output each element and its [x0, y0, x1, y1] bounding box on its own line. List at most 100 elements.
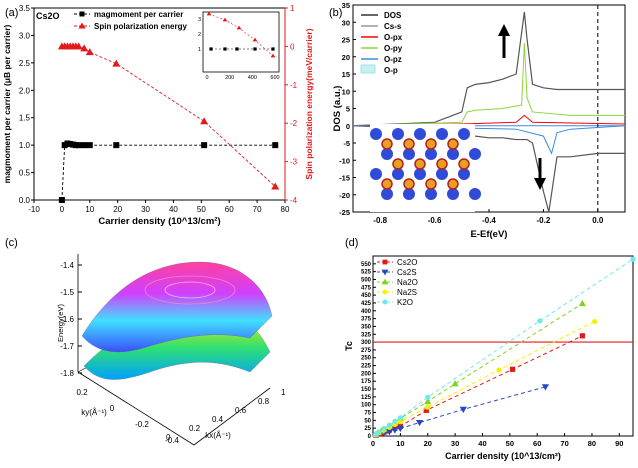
- legend-label-d: Na2O: [397, 278, 418, 287]
- cs-atom: [458, 168, 470, 180]
- cs-atom: [447, 148, 459, 160]
- panel-d-ytick-label: 400: [361, 309, 372, 315]
- panel-c-xtick-label: 0.8: [258, 397, 270, 406]
- panel-d-point: [385, 429, 394, 436]
- panel-b-xtick-label: 0.0: [592, 216, 604, 225]
- panel-d-xtick-label: 90: [615, 439, 623, 448]
- panel-d-point: [424, 397, 432, 405]
- panel-a-ytick-right-label: -3: [290, 158, 298, 167]
- panel-b-ytick-label: -10: [339, 156, 350, 165]
- panel-d-ytick-label: 150: [361, 387, 372, 393]
- panel-a-xtick-label: 50: [197, 205, 206, 214]
- panel-b-xlabel: E-Ef(eV): [471, 229, 508, 240]
- panel-c-ztick-label: -1.7: [60, 342, 74, 351]
- panel-a-inset-xtick-label: 200: [225, 75, 234, 81]
- o-atom: [447, 138, 459, 150]
- legend-label-d: K2O: [397, 298, 413, 307]
- o-atom: [403, 178, 415, 190]
- o-atom: [425, 138, 437, 150]
- panel-b-ytick-label: 25: [342, 36, 350, 45]
- cs-atom: [425, 148, 437, 160]
- panel-d-point: [451, 380, 459, 387]
- panel-a-inset-point: [209, 47, 213, 51]
- panel-d-point: [397, 415, 403, 421]
- panel-d-point: [592, 318, 598, 325]
- legend-label-d: Cs2O: [397, 258, 417, 267]
- panel-a-point: [272, 142, 279, 149]
- o-atom: [436, 158, 448, 170]
- panel-a-inset-point-red: [270, 53, 276, 58]
- panel-a-point: [201, 142, 208, 149]
- panel-c-xtick-label: 0.4: [212, 415, 224, 424]
- panel-label-a: (a): [5, 7, 18, 19]
- cs-atom: [469, 188, 481, 200]
- panel-d-xtick-label: 80: [588, 439, 596, 448]
- o-atom: [414, 158, 426, 170]
- panel-a-ytick-right-label: 1: [290, 4, 295, 13]
- panel-d-point: [578, 299, 586, 307]
- panel-d-point: [459, 406, 467, 413]
- panel-c-ytick-label: -0.2: [135, 420, 149, 429]
- panel-b-ytick-label: 10: [342, 87, 350, 96]
- panel-c-ztick-label: -1.4: [60, 261, 74, 270]
- panel-a-series-line: [61, 143, 276, 201]
- panel-d-ytick-label: 200: [361, 371, 372, 377]
- panel-a-point: [86, 142, 93, 149]
- panel-a-ylabel-right: Spin polarization energy(meV/carrier): [304, 28, 314, 179]
- panel-d-ytick-label: 100: [361, 403, 372, 409]
- cs-atom: [414, 128, 426, 140]
- cs-atom: [392, 168, 404, 180]
- panel-a-ytick-right-label: -2: [290, 119, 298, 128]
- panel-a-ytick-label: 0.0: [19, 196, 31, 205]
- panel-a-inset-ytick-label: 3: [198, 17, 201, 23]
- cs-atom: [436, 128, 448, 140]
- panel-d-ytick-label: 525: [361, 270, 372, 276]
- panel-c-ytick-label: 0: [110, 404, 115, 413]
- panel-d-ytick-label: 375: [361, 317, 372, 323]
- panel-d-point: [415, 419, 424, 427]
- panel-b-xtick-label: -0.2: [537, 216, 551, 225]
- legend-label-d: Na2S: [397, 288, 417, 297]
- panel-a-inset-xtick-label: 0: [205, 75, 208, 81]
- panel-d-ytick-label: 175: [361, 379, 372, 385]
- cs-atom: [392, 128, 404, 140]
- panel-a-inset-ytick-label: 2: [198, 32, 201, 38]
- cs-atom: [403, 148, 415, 160]
- panel-a-inset-point-red: [236, 25, 242, 30]
- cs-atom: [447, 188, 459, 200]
- cs-atom: [425, 188, 437, 200]
- panel-d-ytick-label: 75: [364, 411, 371, 417]
- panel-d-point: [423, 407, 429, 413]
- panel-a-ytick-right-label: 0: [290, 42, 295, 51]
- panel-d-ytick-label: 550: [361, 262, 372, 268]
- panel-label-c: (c): [5, 237, 18, 249]
- panel-c-ytick-label: -0.4: [165, 436, 179, 445]
- panel-a-xtick-label: 10: [85, 205, 94, 214]
- legend-marker-d: [381, 278, 389, 285]
- cs-atom: [370, 128, 382, 140]
- panel-d-ytick-label: 425: [361, 301, 372, 307]
- panel-d-point: [392, 418, 398, 424]
- panel-d-ytick-label: 125: [361, 395, 372, 401]
- legend-label-b: O-py: [384, 44, 403, 53]
- panel-d-xtick-label: 10: [396, 439, 404, 448]
- panel-b-ytick-label: 30: [342, 18, 350, 27]
- panel-a-ytick-label: 2.5: [19, 59, 31, 68]
- panel-d-xtick-label: 0: [371, 439, 375, 448]
- up-arrow-head: [498, 24, 510, 36]
- panel-c-zlabel: Energy(eV): [56, 304, 65, 342]
- panel-b-ytick-label: 20: [342, 53, 350, 62]
- cs-atom: [403, 188, 415, 200]
- cs-atom: [381, 148, 393, 160]
- o-atom: [403, 138, 415, 150]
- panel-b-ytick-label: -15: [339, 174, 350, 183]
- panel-a-ytick-label: 1.0: [19, 141, 31, 150]
- panel-c-ylabel: ky(Å⁻¹): [81, 408, 107, 417]
- o-atom: [381, 138, 393, 150]
- panel-a-point: [271, 182, 280, 190]
- panel-d-series-line: [372, 258, 634, 437]
- panel-d-xtick-label: 60: [533, 439, 541, 448]
- panel-a-ytick-label: 3.0: [19, 31, 31, 40]
- panel-a-inset-frame: [202, 11, 280, 73]
- panel-b-xtick-label: -0.8: [373, 216, 387, 225]
